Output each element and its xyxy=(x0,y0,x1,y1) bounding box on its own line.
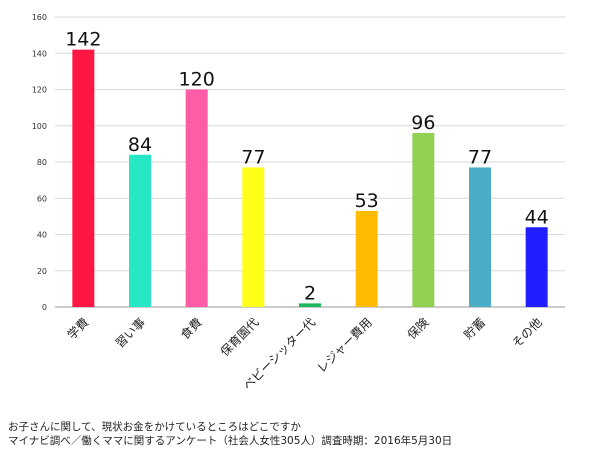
x-tick-label: 保育園代 xyxy=(217,315,262,360)
data-labels: 142 84 120 77 2 53 96 77 44 xyxy=(65,29,549,305)
y-tick-label: 40 xyxy=(37,231,47,240)
bar xyxy=(242,167,265,307)
data-label: 84 xyxy=(128,134,152,156)
y-tick-label: 60 xyxy=(37,194,47,203)
y-tick-label: 140 xyxy=(32,49,47,58)
data-label: 77 xyxy=(241,146,265,168)
y-tick-label: 120 xyxy=(32,86,47,95)
bar xyxy=(525,227,548,307)
bar xyxy=(129,154,151,307)
chart-caption-question: お子さんに関して、現状お金をかけているところはどこですか xyxy=(8,421,301,433)
bar xyxy=(412,133,435,307)
y-tick-label: 100 xyxy=(32,122,47,131)
y-tick-label: 0 xyxy=(42,303,47,312)
bars xyxy=(72,49,548,307)
data-label: 142 xyxy=(65,29,101,51)
data-label: 44 xyxy=(525,206,549,228)
y-tick-label: 160 xyxy=(32,13,47,22)
y-axis-ticks: 0 20 40 60 80 100 120 140 160 xyxy=(32,13,47,312)
y-tick-label: 20 xyxy=(37,267,47,276)
data-label: 77 xyxy=(468,146,492,168)
chart-caption-source: マイナビ調べ／働くママに関するアンケート（社会人女性305人）調査時期：2016… xyxy=(8,435,453,447)
bar xyxy=(469,167,491,307)
x-tick-label: 食費 xyxy=(177,315,205,343)
data-label: 2 xyxy=(304,282,316,304)
x-tick-label: 習い事 xyxy=(113,315,148,350)
bar xyxy=(185,89,208,307)
data-label: 96 xyxy=(411,112,435,134)
bar xyxy=(355,210,378,307)
x-tick-label: 保険 xyxy=(405,315,432,342)
x-tick-label: その他 xyxy=(509,315,544,350)
y-tick-label: 80 xyxy=(37,158,47,167)
bar xyxy=(72,49,95,307)
bar xyxy=(299,303,321,307)
x-tick-label: レジャー費用 xyxy=(314,315,375,376)
x-tick-label: 学費 xyxy=(64,315,92,343)
data-label: 120 xyxy=(179,69,215,91)
data-label: 53 xyxy=(355,190,379,212)
x-tick-label: 貯蓄 xyxy=(461,315,488,342)
